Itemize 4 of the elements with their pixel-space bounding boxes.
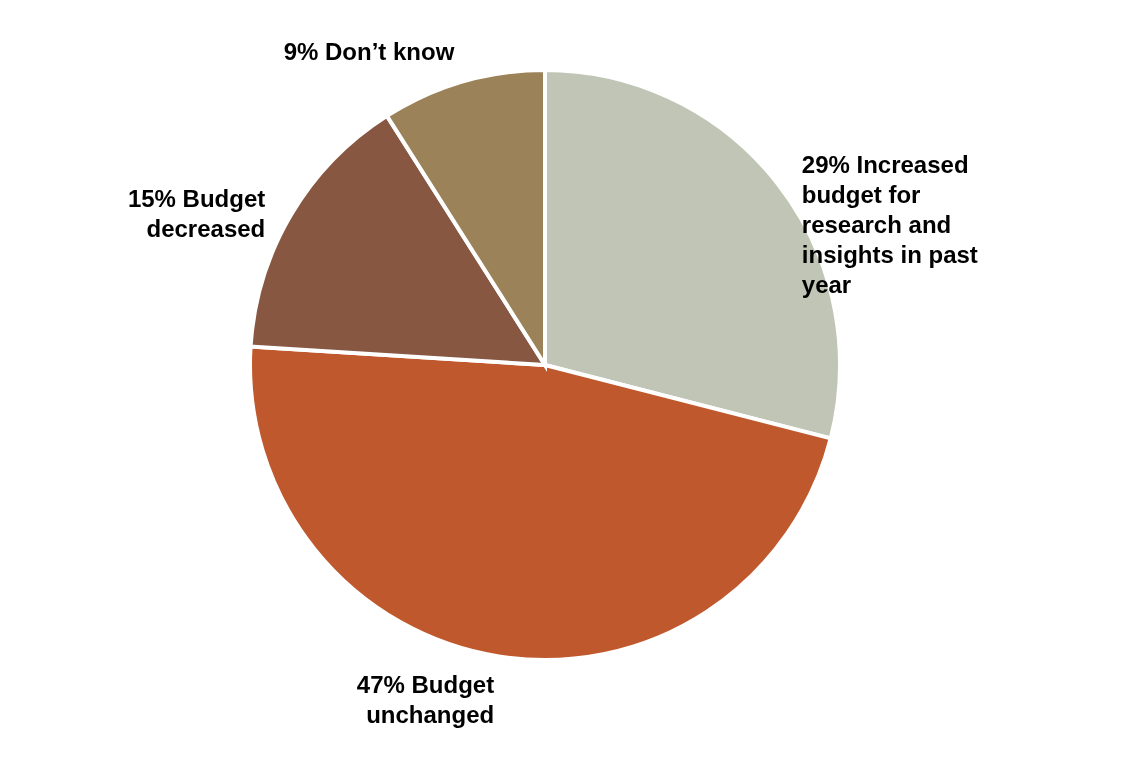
slice-label: 15% Budget decreased: [127, 184, 266, 242]
slice-label: 9% Don’t know: [283, 37, 455, 65]
slice-label: 29% Increased budget for research and insights in past year: [801, 150, 978, 298]
slice-label: 47% Budget unchanged: [356, 671, 495, 728]
